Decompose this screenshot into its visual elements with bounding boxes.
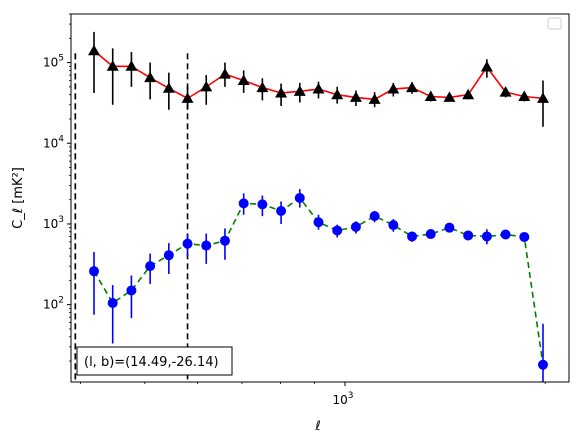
series-1-point	[163, 250, 174, 261]
series-1-point	[126, 285, 137, 296]
series-0-point	[368, 93, 381, 104]
series-1-point	[350, 221, 361, 232]
series-0-point	[406, 81, 419, 93]
series-1-point	[107, 297, 118, 308]
series-0-point	[88, 44, 100, 56]
series-1-point	[519, 231, 530, 242]
series-1-point	[276, 205, 287, 216]
series-1-point	[201, 240, 212, 251]
series-1-point	[388, 220, 399, 231]
series-1-point	[407, 231, 418, 242]
annotation-box: (l, b)=(14.49,-26.14)	[76, 346, 233, 376]
series-0-point	[237, 74, 250, 85]
series-0-point	[256, 81, 269, 93]
series-0-point	[200, 80, 213, 92]
series-1-point	[294, 192, 305, 203]
series-0-point	[518, 90, 531, 101]
series-0-point	[312, 83, 325, 94]
series-0-point	[499, 86, 512, 97]
series-0-point	[443, 91, 456, 102]
series-0-point	[125, 60, 138, 71]
series-1-point	[145, 261, 156, 272]
series-0-point	[218, 68, 231, 79]
series-1-point	[219, 235, 230, 246]
series-0-point	[480, 61, 493, 72]
series-1-point	[444, 222, 455, 233]
series-0-point	[537, 92, 549, 103]
series-0-point	[462, 88, 475, 100]
series-0-point	[293, 85, 306, 96]
series-1-point	[182, 238, 193, 249]
y-axis-label: C_ℓ [mK²]	[11, 167, 26, 229]
annotation-text: (l, b)=(14.49,-26.14)	[84, 355, 219, 370]
series-1-point	[257, 199, 268, 210]
series-0-point	[275, 86, 288, 98]
series-1-point	[89, 266, 99, 277]
series-1-point	[463, 230, 474, 241]
series-0-point	[349, 91, 362, 102]
series-0-point	[106, 60, 119, 71]
series-0-point	[144, 71, 157, 83]
series-1-point	[332, 225, 343, 236]
series-1-point	[500, 229, 511, 240]
series-0-point	[162, 82, 175, 93]
legend-box	[547, 17, 562, 30]
series-1-point	[425, 229, 436, 240]
series-1-point	[369, 211, 380, 222]
series-0-point	[181, 92, 194, 103]
series-1-point	[313, 217, 324, 228]
series-1-point	[538, 359, 548, 370]
plot-frame	[70, 13, 570, 383]
series-0-point	[331, 88, 344, 100]
series-1-point	[481, 231, 492, 242]
series-0-point	[424, 90, 437, 101]
series-1-point	[238, 198, 249, 209]
series-0-point	[387, 83, 400, 94]
plot-area	[74, 31, 549, 382]
x-axis-label: ℓ	[314, 419, 320, 434]
